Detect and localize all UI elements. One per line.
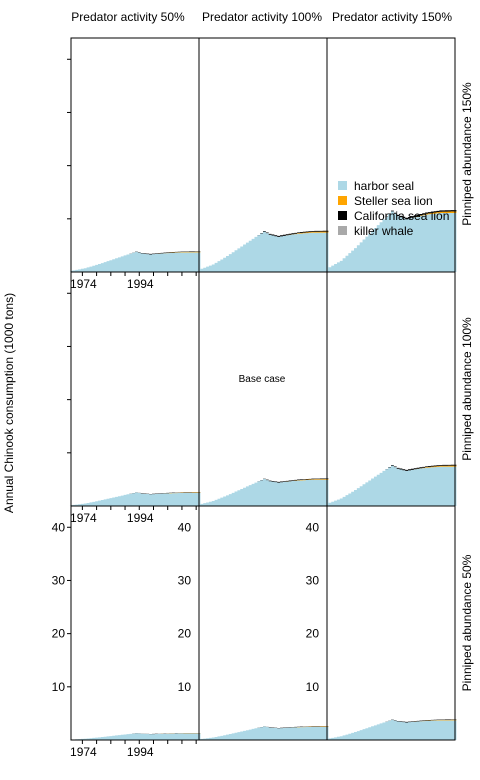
legend-label: harbor seal — [354, 179, 414, 193]
legend-label: killer whale — [354, 224, 414, 238]
area-harbor-seal — [325, 211, 457, 272]
area-harbor-seal — [325, 719, 457, 740]
area-harbor-seal — [197, 231, 329, 272]
area-harbor-seal — [197, 726, 329, 740]
legend-swatch — [338, 181, 347, 190]
panel-border — [70, 505, 200, 741]
panels: 1974 1994 1974 1994 10 20 30 40 1974 1994 10 20 30 40… — [52, 37, 457, 759]
panel-r3-c1: 10 20 30 40 1974 1994 — [52, 505, 201, 759]
panel-r3-c2: 10 20 30 40 — [178, 505, 329, 741]
y-tick-label: 20 — [306, 627, 320, 641]
base-case-annotation: Base case — [239, 374, 286, 385]
y-tick-label: 20 — [52, 627, 66, 641]
column-label-2: Predator activity 100% — [202, 10, 322, 24]
column-label-1: Predator activity 50% — [71, 10, 185, 24]
panel-border — [198, 505, 328, 741]
area-harbor-seal — [69, 251, 201, 272]
row-label-3: Pinniped abundance 50% — [460, 554, 474, 691]
y-tick-label: 40 — [178, 520, 192, 534]
y-tick-label: 40 — [306, 520, 320, 534]
x-tick-label: 1994 — [127, 277, 154, 291]
area-harbor-seal — [69, 492, 201, 506]
panel-r1-c1: 1974 1994 — [67, 37, 201, 291]
x-tick-label: 1974 — [70, 745, 97, 759]
panel-border — [70, 271, 200, 507]
legend-label: California sea lion — [354, 209, 449, 223]
column-label-3: Predator activity 150% — [332, 10, 452, 24]
y-tick-label: 10 — [178, 680, 192, 694]
area-harbor-seal — [69, 733, 201, 740]
panel-r1-c2 — [197, 37, 329, 273]
y-tick-label: 40 — [52, 520, 66, 534]
area-harbor-seal — [197, 479, 329, 506]
legend-swatch — [338, 211, 347, 220]
x-tick-label: 1994 — [127, 745, 154, 759]
y-tick-label: 20 — [178, 627, 192, 641]
y-tick-label: 30 — [306, 573, 320, 587]
row-label-1: Pinniped abundance 150% — [460, 82, 474, 226]
y-tick-label: 30 — [178, 573, 192, 587]
panel-r2-c3 — [325, 271, 457, 507]
panel-border — [326, 505, 456, 741]
panel-border — [198, 271, 328, 507]
legend-swatch — [338, 196, 347, 205]
panel-r3-c3: 10 20 30 40 — [306, 505, 457, 741]
panel-r2-c1: 1974 1994 — [67, 271, 201, 525]
legend-label: Steller sea lion — [354, 194, 433, 208]
legend-swatch — [338, 226, 347, 235]
x-tick-label: 1974 — [70, 277, 97, 291]
panel-r2-c2 — [197, 271, 329, 507]
x-tick-label: 1974 — [70, 511, 97, 525]
y-axis-label: Annual Chinook consumption (1000 tons) — [2, 293, 16, 513]
y-tick-label: 30 — [52, 573, 66, 587]
y-tick-label: 10 — [52, 680, 66, 694]
panel-border — [70, 37, 200, 273]
y-tick-label: 10 — [306, 680, 320, 694]
row-label-2: Pinniped abundance 100% — [460, 317, 474, 461]
area-harbor-seal — [325, 465, 457, 506]
x-tick-label: 1994 — [127, 511, 154, 525]
